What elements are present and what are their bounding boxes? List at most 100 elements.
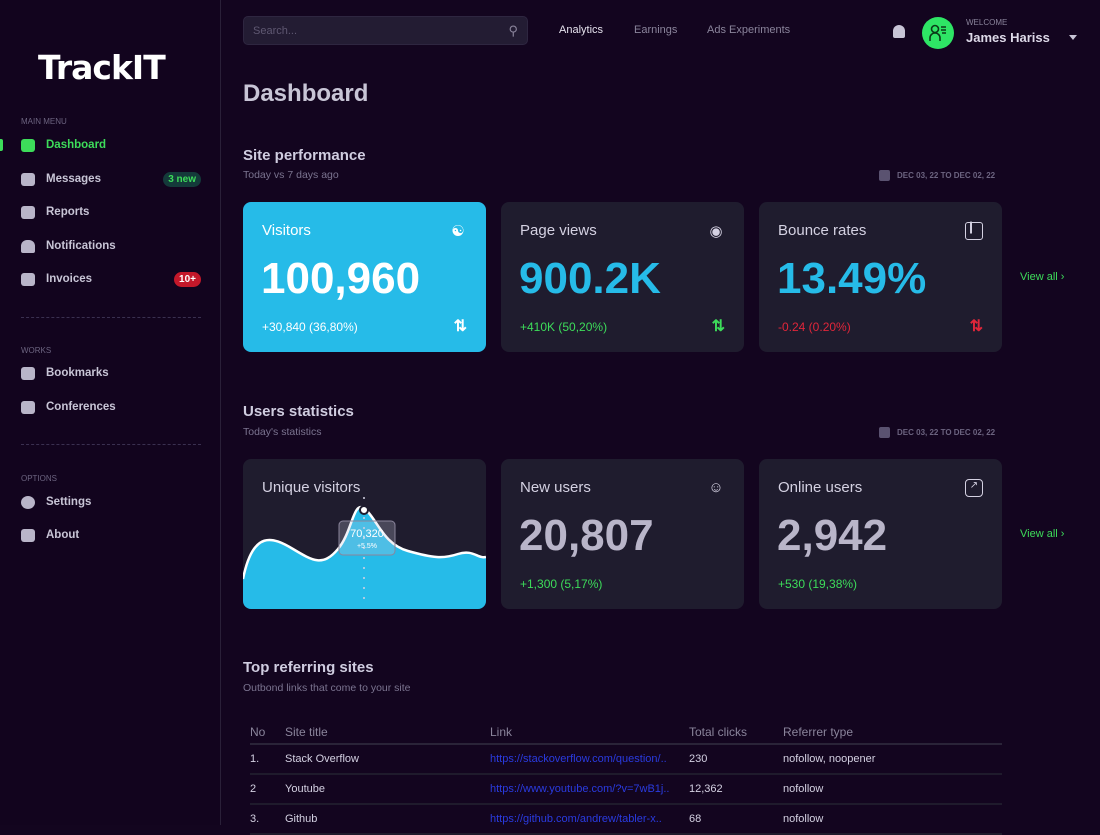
card-online-users[interactable]: Online users ↗ 2,942 +530 (19,38%) — [759, 459, 1002, 609]
section-title: Site performance — [243, 147, 366, 164]
sidebar-item-conferences[interactable]: Conferences — [21, 396, 201, 418]
user-card-icon — [929, 24, 946, 41]
tooltip-box — [338, 520, 396, 556]
user-plus-icon: ☺ — [708, 479, 724, 496]
date-range[interactable]: DEC 03, 22 TO DEC 02, 22 — [879, 170, 995, 181]
card-new-users[interactable]: New users ☺ 20,807 +1,300 (5,17%) — [501, 459, 744, 609]
card-visitors[interactable]: Visitors ☯ 100,960 +30,840 (36,80%) ⇅ — [243, 202, 486, 352]
referring-sites-table: No Site title Link Total clicks Referrer… — [250, 720, 1002, 835]
card-change: +530 (19,38%) — [778, 577, 858, 591]
logo: TrackIT — [38, 48, 166, 87]
card-page-views[interactable]: Page views ◉ 900.2K +410K (50,20%) ⇅ — [501, 202, 744, 352]
column-header: Site title — [285, 720, 490, 745]
sidebar: TrackIT MAIN MENU Dashboard Messages 3 ne… — [0, 0, 221, 825]
tab-analytics[interactable]: Analytics — [559, 24, 604, 36]
card-change: +410K (50,20%) — [520, 320, 608, 334]
table-cell: Github — [285, 804, 490, 835]
date-range-text: DEC 03, 22 TO DEC 02, 22 — [897, 428, 996, 437]
tab-ads-experiments[interactable]: Ads Experiments — [707, 24, 791, 36]
active-indicator — [0, 139, 3, 151]
eye-icon: ◉ — [709, 223, 723, 240]
sidebar-item-label: Bookmarks — [46, 367, 109, 379]
card-title: Unique visitors — [262, 479, 361, 496]
column-header: Total clicks — [689, 720, 783, 745]
view-all-link[interactable]: View all › — [1020, 528, 1065, 540]
sidebar-item-label: Dashboard — [46, 139, 107, 151]
grid-icon — [21, 138, 35, 152]
search-icon[interactable]: ⚲ — [508, 22, 518, 38]
card-value: 13.49% — [777, 254, 927, 303]
users-icon: ☯ — [451, 223, 465, 240]
table-cell: nofollow, noopener — [783, 744, 1002, 775]
card-value: 900.2K — [519, 254, 661, 303]
table-cell: 1. — [250, 744, 285, 775]
table-cell: https://www.youtube.com/?v=7wB1j.. — [490, 774, 689, 805]
section-main-menu: MAIN MENU — [21, 117, 67, 126]
card-title: Bounce rates — [778, 222, 867, 239]
card-title: Visitors — [262, 222, 311, 239]
tooltip-value: 70,320 — [350, 528, 384, 540]
bell-icon[interactable] — [893, 25, 905, 38]
view-all-link[interactable]: View all › — [1020, 271, 1065, 283]
tab-earnings[interactable]: Earnings — [634, 24, 678, 36]
sidebar-item-notifications[interactable]: Notifications — [21, 235, 201, 257]
info-icon — [21, 528, 35, 542]
sidebar-item-messages[interactable]: Messages 3 new — [21, 168, 201, 190]
sidebar-item-bookmarks[interactable]: Bookmarks — [21, 362, 201, 384]
sidebar-item-label: Messages — [46, 173, 101, 185]
section-title: Top referring sites — [243, 659, 374, 676]
file-icon — [21, 205, 35, 219]
avatar[interactable] — [922, 17, 954, 49]
card-change: -0.24 (0.20%) — [778, 320, 851, 334]
calendar-icon — [879, 427, 890, 438]
site-link[interactable]: https://github.com/andrew/tabler-x.. — [490, 813, 662, 825]
column-header: Referrer type — [783, 720, 1002, 745]
date-range[interactable]: DEC 03, 22 TO DEC 02, 22 — [879, 427, 995, 438]
invoices-badge: 10+ — [174, 271, 201, 287]
table-cell: 3. — [250, 804, 285, 835]
table-cell: Youtube — [285, 774, 490, 805]
sidebar-item-dashboard[interactable]: Dashboard — [21, 134, 201, 156]
card-change: +30,840 (36,80%) — [262, 320, 358, 334]
bookmark-icon — [21, 366, 35, 380]
sidebar-item-label: Reports — [46, 206, 90, 218]
divider — [21, 317, 201, 318]
table-cell: https://github.com/andrew/tabler-x.. — [490, 804, 689, 835]
user-name[interactable]: James Hariss — [966, 30, 1050, 45]
search-input[interactable] — [253, 24, 509, 37]
sort-arrows-icon: ⇅ — [969, 318, 983, 335]
sidebar-item-label: Invoices — [46, 273, 93, 285]
tooltip-change: +5.5% — [356, 543, 378, 550]
table-cell: Stack Overflow — [285, 744, 490, 775]
site-link[interactable]: https://www.youtube.com/?v=7wB1j.. — [490, 783, 670, 795]
wallet-icon — [21, 272, 35, 286]
video-icon — [21, 400, 35, 414]
section-subtitle: Today vs 7 days ago — [243, 169, 339, 181]
card-title: Online users — [778, 479, 863, 496]
chevron-down-icon[interactable] — [1069, 35, 1077, 44]
sidebar-item-settings[interactable]: Settings — [21, 491, 201, 513]
card-bounce-rates[interactable]: Bounce rates ▎ 13.49% -0.24 (0.20%) ⇅ — [759, 202, 1002, 352]
table-row: 1. Stack Overflow https://stackoverflow.co… — [250, 744, 1002, 775]
sidebar-item-label: About — [46, 529, 80, 541]
section-subtitle: Outbond links that come to your site — [243, 682, 411, 694]
card-title: New users — [520, 479, 591, 496]
section-subtitle: Today's statistics — [243, 426, 322, 438]
sidebar-item-reports[interactable]: Reports — [21, 201, 201, 223]
bell-icon — [21, 239, 35, 253]
envelope-icon — [21, 172, 35, 186]
search-bar[interactable]: ⚲ — [243, 16, 528, 45]
card-unique-visitors[interactable]: Unique visitors 70,320 +5.5% — [243, 459, 486, 609]
divider — [21, 444, 201, 445]
section-title: Users statistics — [243, 403, 354, 420]
table-cell: https://stackoverflow.com/question/.. — [490, 744, 689, 775]
welcome-label: WELCOME — [966, 18, 1008, 27]
sort-arrows-icon: ⇅ — [453, 318, 467, 335]
site-link[interactable]: https://stackoverflow.com/question/.. — [490, 753, 667, 765]
sidebar-item-invoices[interactable]: Invoices 10+ — [21, 268, 201, 290]
sidebar-item-about[interactable]: About — [21, 524, 201, 546]
card-value: 20,807 — [519, 511, 654, 560]
table-cell: 68 — [689, 804, 783, 835]
table-row: 2 Youtube https://www.youtube.com/?v=7wB1j… — [250, 774, 1002, 805]
card-value: 100,960 — [261, 254, 421, 303]
